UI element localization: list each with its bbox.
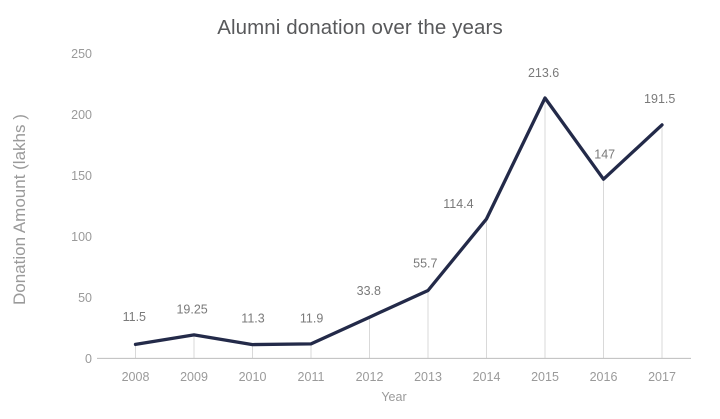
svg-text:2014: 2014 (473, 370, 501, 384)
svg-text:114.4: 114.4 (443, 197, 473, 211)
svg-text:213.6: 213.6 (528, 66, 559, 80)
svg-text:11.3: 11.3 (241, 311, 264, 325)
svg-text:2010: 2010 (239, 370, 267, 384)
svg-text:147: 147 (594, 148, 615, 162)
svg-text:55.7: 55.7 (413, 257, 437, 271)
svg-text:0: 0 (85, 352, 92, 366)
svg-text:2011: 2011 (298, 370, 325, 384)
svg-text:191.5: 191.5 (644, 92, 675, 106)
svg-text:2016: 2016 (590, 370, 618, 384)
svg-text:2009: 2009 (180, 370, 208, 384)
svg-text:250: 250 (71, 47, 92, 61)
svg-text:2017: 2017 (648, 370, 676, 384)
svg-text:100: 100 (71, 230, 92, 244)
svg-text:2013: 2013 (414, 370, 442, 384)
svg-text:11.9: 11.9 (300, 311, 323, 325)
svg-text:19.25: 19.25 (176, 303, 207, 317)
svg-text:200: 200 (71, 108, 92, 122)
svg-text:2012: 2012 (356, 370, 384, 384)
svg-text:50: 50 (78, 291, 92, 305)
svg-text:11.5: 11.5 (123, 310, 146, 324)
svg-text:150: 150 (71, 169, 92, 183)
svg-text:2008: 2008 (122, 370, 150, 384)
svg-text:33.8: 33.8 (357, 284, 381, 298)
svg-text:2015: 2015 (531, 370, 559, 384)
